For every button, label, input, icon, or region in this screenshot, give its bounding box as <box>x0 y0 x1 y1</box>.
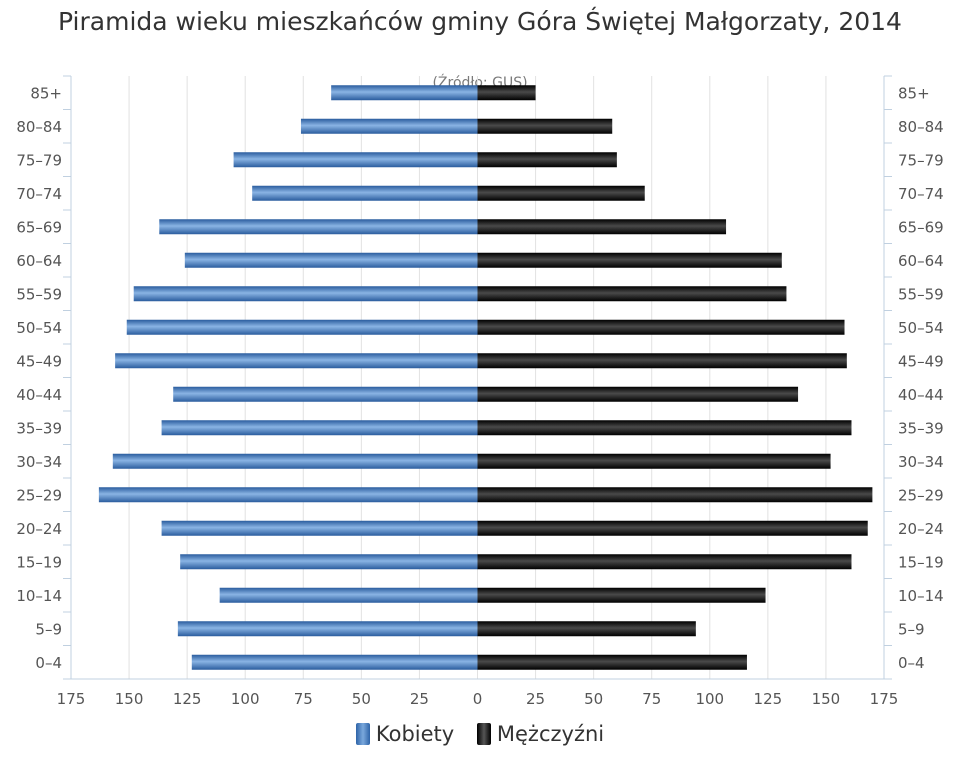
bar-female[interactable] <box>252 185 478 201</box>
y-tick-label-left: 10–14 <box>16 587 62 605</box>
y-tick-label-right: 0–4 <box>898 654 925 672</box>
bar-male[interactable] <box>477 219 727 235</box>
y-tick-label-left: 30–34 <box>16 453 62 471</box>
bar-female[interactable] <box>219 587 478 603</box>
bar-female[interactable] <box>159 219 478 235</box>
x-tick-label: 0 <box>473 690 483 708</box>
y-tick-label-right: 65–69 <box>898 218 944 236</box>
bar-male[interactable] <box>477 319 845 335</box>
bar-female[interactable] <box>177 621 478 637</box>
bar-female[interactable] <box>161 520 478 536</box>
bar-female[interactable] <box>233 152 478 168</box>
y-tick-label-left: 55–59 <box>16 285 62 303</box>
y-tick-label-right: 25–29 <box>898 486 944 504</box>
bar-male[interactable] <box>477 587 766 603</box>
bar-male[interactable] <box>477 487 873 503</box>
bar-female[interactable] <box>300 118 478 134</box>
bar-female[interactable] <box>126 319 478 335</box>
y-tick-label-right: 85+ <box>898 84 930 102</box>
bar-male[interactable] <box>477 453 831 469</box>
legend-symbol-male <box>476 723 491 745</box>
bar-female[interactable] <box>133 286 478 302</box>
y-tick-label-left: 50–54 <box>16 319 62 337</box>
x-tick-label: 100 <box>695 690 724 708</box>
bar-female[interactable] <box>161 420 478 436</box>
y-tick-label-left: 65–69 <box>16 218 62 236</box>
bar-female[interactable] <box>112 453 478 469</box>
y-tick-label-left: 15–19 <box>16 553 62 571</box>
y-tick-label-right: 10–14 <box>898 587 944 605</box>
x-tick-label: 75 <box>294 690 313 708</box>
legend-item-male[interactable]: Mężczyźni <box>476 722 605 746</box>
x-tick-label: 175 <box>870 690 899 708</box>
chart-title: Piramida wieku mieszkańców gminy Góra Św… <box>58 7 902 36</box>
y-tick-label-left: 70–74 <box>16 185 62 203</box>
x-tick-label: 175 <box>57 690 86 708</box>
y-tick-label-right: 30–34 <box>898 453 944 471</box>
bar-male[interactable] <box>477 386 799 402</box>
y-tick-label-right: 20–24 <box>898 520 944 538</box>
y-tick-label-right: 35–39 <box>898 419 944 437</box>
y-tick-label-right: 60–64 <box>898 252 944 270</box>
y-tick-label-left: 35–39 <box>16 419 62 437</box>
y-tick-label-left: 45–49 <box>16 352 62 370</box>
y-tick-label-left: 20–24 <box>16 520 62 538</box>
x-tick-label: 25 <box>410 690 429 708</box>
y-tick-label-left: 40–44 <box>16 386 62 404</box>
x-tick-label: 75 <box>642 690 661 708</box>
bar-male[interactable] <box>477 85 536 101</box>
y-tick-label-left: 0–4 <box>35 654 62 672</box>
y-tick-label-right: 5–9 <box>898 620 925 638</box>
bar-female[interactable] <box>115 353 478 369</box>
legend-symbol-female <box>355 723 370 745</box>
y-tick-label-right: 15–19 <box>898 553 944 571</box>
x-tick-label: 150 <box>812 690 841 708</box>
x-tick-label: 100 <box>231 690 260 708</box>
bar-female[interactable] <box>98 487 478 503</box>
y-tick-label-left: 60–64 <box>16 252 62 270</box>
x-tick-label: 50 <box>352 690 371 708</box>
y-tick-label-left: 25–29 <box>16 486 62 504</box>
bar-male[interactable] <box>477 520 868 536</box>
y-tick-label-right: 80–84 <box>898 118 944 136</box>
y-tick-label-left: 5–9 <box>35 620 62 638</box>
bar-male[interactable] <box>477 654 747 670</box>
legend-label-female: Kobiety <box>375 722 455 746</box>
y-tick-label-left: 85+ <box>30 84 62 102</box>
bar-female[interactable] <box>331 85 478 101</box>
bar-female[interactable] <box>191 654 478 670</box>
y-tick-label-right: 50–54 <box>898 319 944 337</box>
bar-male[interactable] <box>477 118 613 134</box>
bar-male[interactable] <box>477 621 696 637</box>
y-tick-label-right: 70–74 <box>898 185 944 203</box>
x-tick-label: 50 <box>584 690 603 708</box>
x-tick-label: 125 <box>754 690 783 708</box>
bar-male[interactable] <box>477 353 847 369</box>
legend-item-female[interactable]: Kobiety <box>355 722 455 746</box>
bar-male[interactable] <box>477 152 617 168</box>
y-tick-label-left: 75–79 <box>16 151 62 169</box>
bar-male[interactable] <box>477 554 852 570</box>
bar-male[interactable] <box>477 420 852 436</box>
y-tick-label-right: 45–49 <box>898 352 944 370</box>
x-tick-label: 25 <box>526 690 545 708</box>
y-tick-label-right: 55–59 <box>898 285 944 303</box>
legend: Kobiety Mężczyźni <box>0 722 960 750</box>
bar-male[interactable] <box>477 252 782 268</box>
bar-male[interactable] <box>477 185 645 201</box>
y-tick-label-right: 40–44 <box>898 386 944 404</box>
y-tick-label-right: 75–79 <box>898 151 944 169</box>
legend-label-male: Mężczyźni <box>496 722 605 746</box>
bar-female[interactable] <box>173 386 478 402</box>
x-tick-label: 150 <box>115 690 144 708</box>
bar-male[interactable] <box>477 286 787 302</box>
bar-female[interactable] <box>180 554 478 570</box>
x-tick-label: 125 <box>173 690 202 708</box>
y-tick-label-left: 80–84 <box>16 118 62 136</box>
bar-female[interactable] <box>184 252 478 268</box>
